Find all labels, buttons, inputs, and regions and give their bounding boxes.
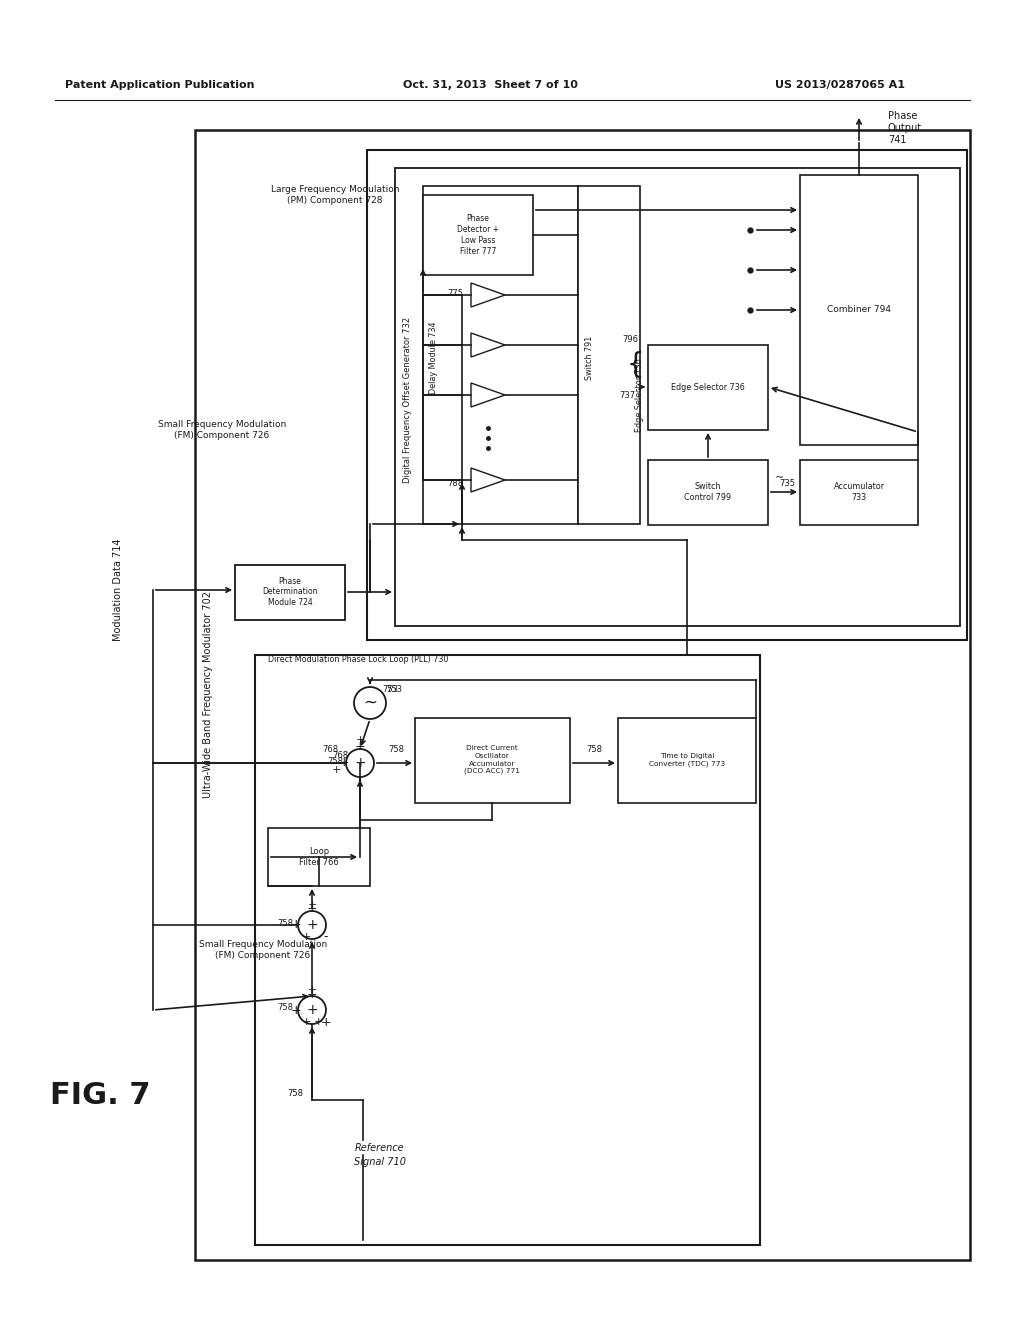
Text: 768: 768 (322, 746, 338, 755)
Text: Ultra-Wide Band Frequency Modulator 702: Ultra-Wide Band Frequency Modulator 702 (203, 591, 213, 799)
Text: Phase
Detector +
Low Pass
Filter 777: Phase Detector + Low Pass Filter 777 (457, 214, 499, 256)
Text: Small Frequency Modulation
(FM) Component 726: Small Frequency Modulation (FM) Componen… (158, 420, 286, 441)
Text: Digital Frequency Offset Generator 732: Digital Frequency Offset Generator 732 (403, 317, 413, 483)
Text: +: + (307, 985, 316, 995)
Text: Modulation Data 714: Modulation Data 714 (113, 539, 123, 642)
Text: 737: 737 (618, 391, 635, 400)
Text: Reference
Signal 710: Reference Signal 710 (354, 1143, 406, 1167)
Bar (800, 459, 918, 525)
Text: Direct Modulation Phase Lock Loop (PLL) 730: Direct Modulation Phase Lock Loop (PLL) … (268, 656, 449, 664)
Text: ~: ~ (775, 473, 784, 483)
Bar (423, 195, 534, 275)
Text: 753: 753 (386, 685, 402, 694)
Text: 788: 788 (447, 479, 463, 487)
Text: 758: 758 (278, 1003, 293, 1012)
Text: FIG. 7: FIG. 7 (50, 1081, 151, 1110)
Text: Large Frequency Modulation
(PM) Component 728: Large Frequency Modulation (PM) Componen… (270, 185, 399, 206)
Bar (195, 129, 970, 1261)
Text: Accumulator
733: Accumulator 733 (834, 482, 885, 502)
Text: 758: 758 (327, 758, 343, 767)
Text: {: { (627, 351, 644, 379)
Text: Oct. 31, 2013  Sheet 7 of 10: Oct. 31, 2013 Sheet 7 of 10 (402, 81, 578, 90)
Text: +: + (321, 1015, 332, 1028)
Text: US 2013/0287065 A1: US 2013/0287065 A1 (775, 81, 905, 90)
Text: +: + (291, 1003, 301, 1016)
Bar (800, 176, 918, 445)
Bar (367, 150, 967, 640)
Polygon shape (471, 333, 505, 356)
Text: 758: 758 (287, 1089, 303, 1098)
Text: Edge Selector 736: Edge Selector 736 (636, 358, 644, 432)
Text: +: + (301, 1016, 310, 1027)
Bar (255, 655, 760, 1245)
Bar (423, 186, 578, 524)
Bar (578, 186, 640, 524)
Text: +: + (354, 756, 366, 770)
Text: 768: 768 (332, 751, 348, 759)
Text: 758: 758 (278, 919, 293, 928)
Text: Patent Application Publication: Patent Application Publication (66, 81, 255, 90)
Bar (648, 345, 768, 430)
Text: 775: 775 (447, 289, 463, 297)
Polygon shape (471, 469, 505, 492)
Text: +: + (306, 903, 317, 916)
Text: Loop
Filter 766: Loop Filter 766 (299, 847, 339, 867)
Text: +: + (306, 917, 317, 932)
Text: Phase
Output
741: Phase Output 741 (888, 111, 923, 145)
Text: ~: ~ (362, 694, 377, 711)
Bar (618, 718, 756, 803)
Text: +: + (301, 932, 310, 942)
Text: -: - (324, 931, 329, 944)
Text: +: + (339, 756, 349, 770)
Text: +: + (354, 741, 366, 754)
Text: +: + (355, 735, 365, 744)
Text: +: + (291, 919, 301, 932)
Text: +: + (306, 987, 317, 1001)
Text: 753: 753 (382, 685, 398, 694)
Polygon shape (471, 282, 505, 308)
Bar (648, 459, 768, 525)
Bar (395, 168, 961, 626)
Bar (415, 718, 570, 803)
Bar (268, 828, 370, 886)
Text: 796: 796 (622, 335, 638, 345)
Text: +: + (313, 1016, 323, 1027)
Text: Time to Digital
Converter (TDC) 773: Time to Digital Converter (TDC) 773 (649, 752, 725, 767)
Text: Edge Selector 736: Edge Selector 736 (671, 383, 744, 392)
Text: 735: 735 (779, 479, 795, 488)
Text: Switch
Control 799: Switch Control 799 (684, 482, 731, 502)
Text: +: + (332, 766, 341, 775)
Polygon shape (471, 383, 505, 407)
Text: 758: 758 (388, 746, 404, 755)
Text: 758: 758 (586, 746, 602, 755)
Text: +: + (306, 1003, 317, 1016)
Text: Delay Module 734: Delay Module 734 (429, 322, 438, 395)
Text: +: + (307, 900, 316, 909)
Text: Direct Current
Oscillator
Accumulator
(DCO ACC) 771: Direct Current Oscillator Accumulator (D… (464, 746, 520, 775)
Text: Phase
Determination
Module 724: Phase Determination Module 724 (262, 577, 317, 607)
Text: -: - (316, 932, 319, 942)
Text: Switch 791: Switch 791 (586, 335, 595, 380)
Bar (234, 565, 345, 620)
Text: Small Frequency Modulation
(FM) Component 726: Small Frequency Modulation (FM) Componen… (199, 940, 327, 961)
Text: Combiner 794: Combiner 794 (827, 305, 891, 314)
